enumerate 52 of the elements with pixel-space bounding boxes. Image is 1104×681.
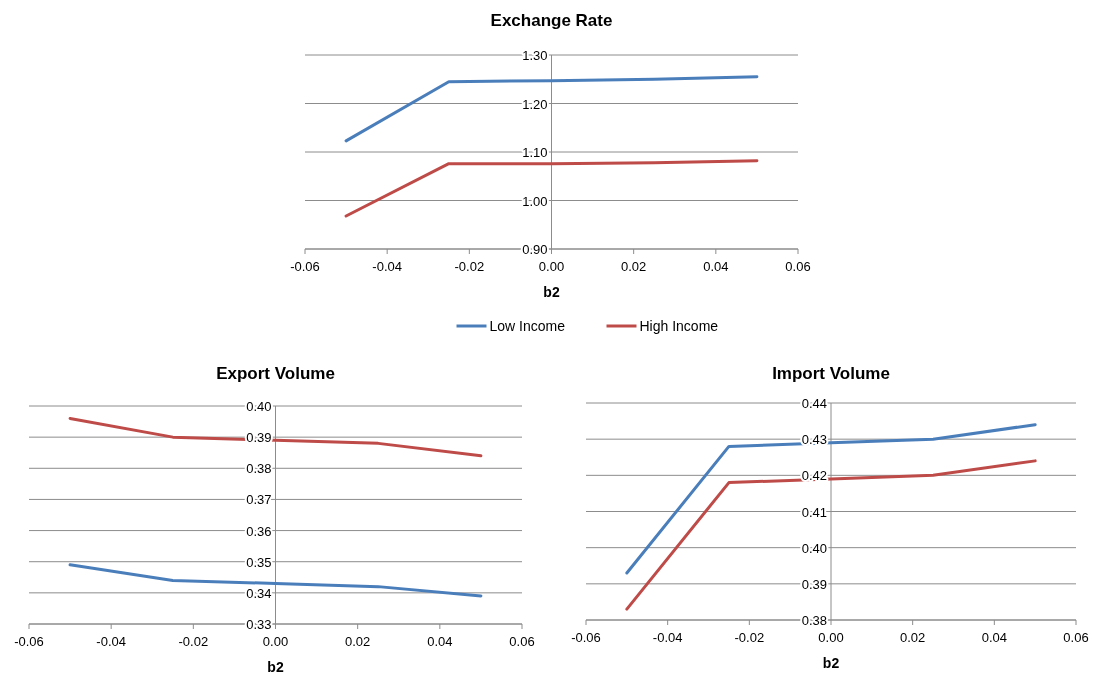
- x-tick-label: -0.04: [652, 630, 683, 645]
- x-tick-label: -0.02: [178, 634, 209, 649]
- y-tick-label: 0.38: [801, 613, 827, 628]
- x-tick-label: -0.04: [372, 259, 402, 274]
- line-series: [625, 459, 1037, 611]
- x-axis-title: b2: [267, 659, 284, 675]
- y-tick-label: 0.39: [246, 430, 272, 446]
- y-tick-label: 0.34: [246, 585, 272, 601]
- y-tick-label: 0.41: [801, 504, 827, 520]
- x-tick-label: -0.06: [571, 630, 601, 645]
- x-tick-label: 0.06: [1063, 630, 1089, 645]
- line-series: [625, 423, 1037, 575]
- line-series: [344, 75, 759, 143]
- x-tick-label: 0.02: [621, 259, 647, 274]
- x-tick-label: -0.04: [96, 634, 126, 649]
- chart-title: Import Volume: [772, 364, 890, 383]
- x-tick-label: 0.04: [427, 634, 453, 649]
- x-tick-label: 0.02: [900, 630, 926, 645]
- x-tick-label: 0.00: [818, 630, 844, 645]
- y-tick-label: 0.39: [801, 576, 827, 592]
- y-tick-label: 0.35: [246, 554, 272, 570]
- legend-label: High Income: [639, 318, 719, 334]
- x-tick-label: -0.02: [734, 630, 765, 645]
- line-series: [344, 159, 759, 218]
- y-tick-label: 0.90: [522, 242, 548, 257]
- y-tick-label: 1.00: [522, 193, 548, 209]
- x-axis-title: b2: [543, 284, 560, 300]
- y-tick-label: 1.10: [522, 145, 548, 160]
- y-tick-label: 1.30: [522, 48, 548, 63]
- y-tick-label: 0.36: [246, 523, 272, 539]
- x-tick-label: 0.04: [981, 630, 1007, 645]
- x-tick-label: 0.06: [509, 634, 535, 649]
- y-tick-label: 1.20: [522, 96, 548, 112]
- chart-title: Exchange Rate: [490, 11, 613, 30]
- x-tick-label: 0.04: [703, 259, 729, 274]
- x-tick-label: 0.02: [345, 634, 371, 649]
- y-tick-label: 0.33: [246, 617, 272, 632]
- y-tick-label: 0.40: [246, 399, 272, 414]
- chart-title: Export Volume: [216, 364, 335, 383]
- y-tick-label: 0.44: [801, 396, 827, 411]
- x-tick-label: -0.06: [14, 634, 44, 649]
- legend-label: Low Income: [489, 318, 566, 334]
- x-tick-label: 0.00: [262, 634, 289, 649]
- x-tick-label: -0.02: [454, 259, 485, 274]
- y-tick-label: 0.38: [246, 461, 272, 477]
- y-tick-label: 0.40: [801, 540, 827, 556]
- x-tick-label: -0.06: [290, 259, 320, 274]
- x-tick-label: 0.06: [785, 259, 811, 274]
- x-axis-title: b2: [822, 655, 840, 671]
- line-series: [68, 416, 483, 458]
- x-tick-label: 0.00: [538, 259, 565, 274]
- y-tick-label: 0.37: [246, 492, 272, 508]
